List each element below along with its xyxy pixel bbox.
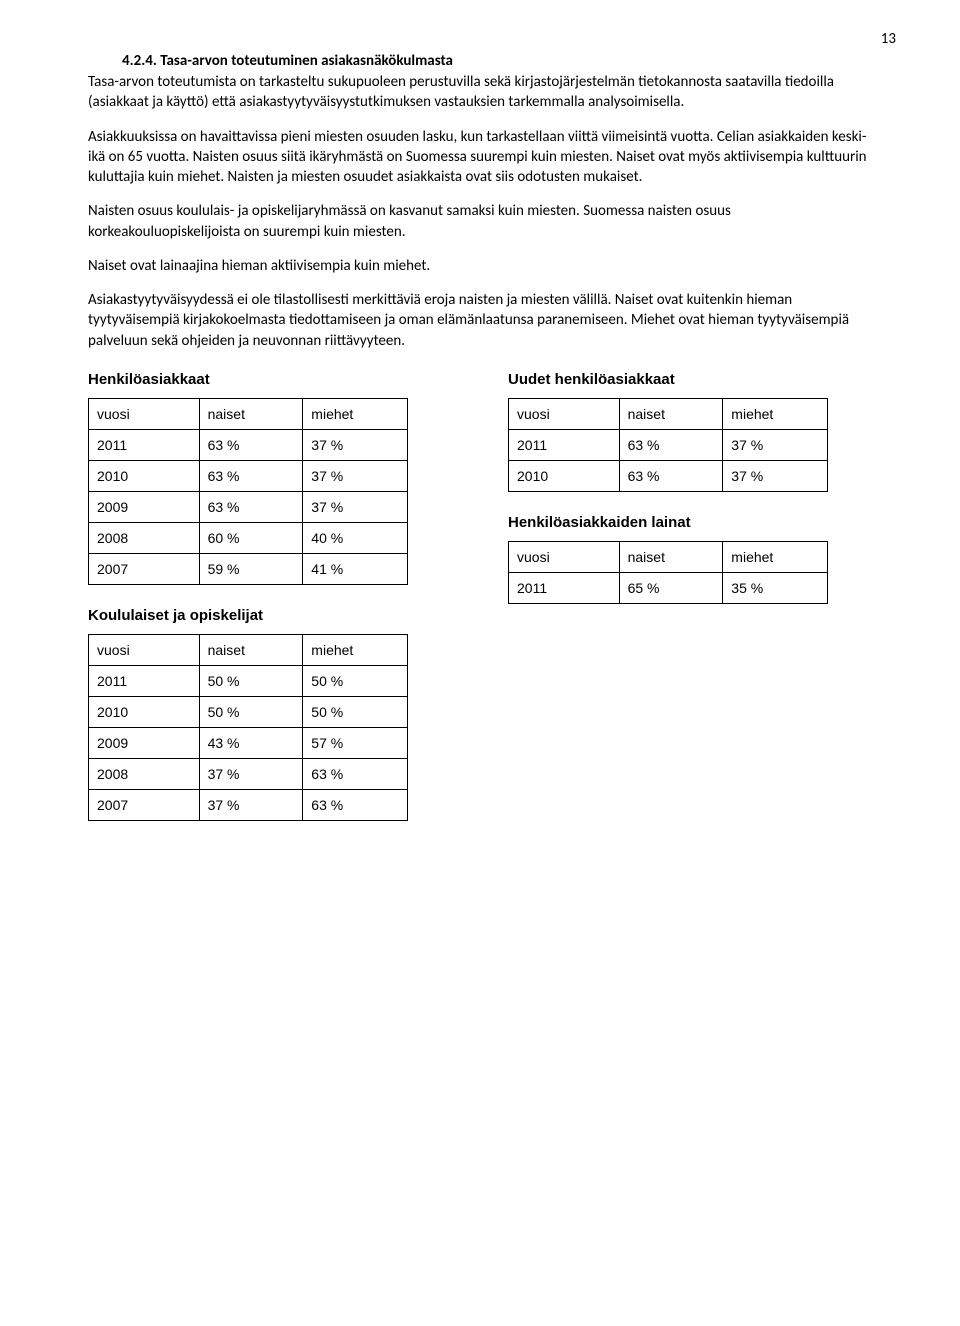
table-henkiloasiakkaat: vuosi naiset miehet 201163 %37 % 201063 … — [88, 398, 408, 585]
page-number: 13 — [881, 30, 896, 48]
paragraph-5: Asiakastyytyväisyydessä ei ole tilastoll… — [88, 290, 872, 351]
table-title-uudet: Uudet henkilöasiakkaat — [508, 371, 848, 388]
table-row: 200737 %63 % — [89, 789, 408, 820]
table-row: 200963 %37 % — [89, 491, 408, 522]
col-naiset: naiset — [619, 541, 723, 572]
col-vuosi: vuosi — [509, 541, 620, 572]
table-row: 200860 %40 % — [89, 522, 408, 553]
table-title-henkiloasiakkaat: Henkilöasiakkaat — [88, 371, 428, 388]
col-naiset: naiset — [199, 398, 303, 429]
col-naiset: naiset — [199, 634, 303, 665]
paragraph-4: Naiset ovat lainaajina hieman aktiivisem… — [88, 256, 872, 276]
col-vuosi: vuosi — [89, 634, 200, 665]
table-row: 200759 %41 % — [89, 553, 408, 584]
table-header-row: vuosi naiset miehet — [509, 398, 828, 429]
col-miehet: miehet — [723, 398, 828, 429]
paragraph-1: Tasa-arvon toteutumista on tarkasteltu s… — [88, 72, 872, 113]
col-vuosi: vuosi — [89, 398, 200, 429]
table-row: 201063 %37 % — [509, 460, 828, 491]
table-koululaiset: vuosi naiset miehet 201150 %50 % 201050 … — [88, 634, 408, 821]
table-row: 200943 %57 % — [89, 727, 408, 758]
table-row: 201050 %50 % — [89, 696, 408, 727]
col-naiset: naiset — [619, 398, 723, 429]
table-row: 201163 %37 % — [509, 429, 828, 460]
table-row: 200837 %63 % — [89, 758, 408, 789]
section-number: 4.2.4. — [122, 52, 157, 70]
col-miehet: miehet — [303, 634, 408, 665]
table-uudet-henkiloasiakkaat: vuosi naiset miehet 201163 %37 % 201063 … — [508, 398, 828, 492]
table-title-lainat: Henkilöasiakkaiden lainat — [508, 514, 848, 531]
table-header-row: vuosi naiset miehet — [509, 541, 828, 572]
table-row: 201063 %37 % — [89, 460, 408, 491]
section-heading: 4.2.4. Tasa-arvon toteutuminen asiakasnä… — [122, 52, 872, 70]
col-miehet: miehet — [303, 398, 408, 429]
table-row: 201150 %50 % — [89, 665, 408, 696]
table-row: 201163 %37 % — [89, 429, 408, 460]
paragraph-3: Naisten osuus koululais- ja opiskelijary… — [88, 201, 872, 242]
table-header-row: vuosi naiset miehet — [89, 398, 408, 429]
table-title-koululaiset: Koululaiset ja opiskelijat — [88, 607, 428, 624]
col-miehet: miehet — [723, 541, 828, 572]
section-title-text: Tasa-arvon toteutuminen asiakasnäkökulma… — [160, 52, 453, 70]
paragraph-2: Asiakkuuksissa on havaittavissa pieni mi… — [88, 127, 872, 188]
col-vuosi: vuosi — [509, 398, 620, 429]
table-header-row: vuosi naiset miehet — [89, 634, 408, 665]
table-lainat: vuosi naiset miehet 201165 %35 % — [508, 541, 828, 604]
table-row: 201165 %35 % — [509, 572, 828, 603]
